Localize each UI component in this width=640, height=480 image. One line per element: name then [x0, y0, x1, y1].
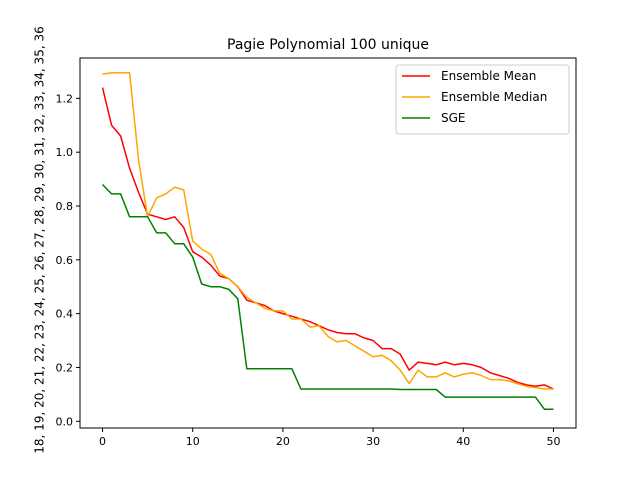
- x-tick-label: 30: [366, 435, 380, 448]
- plot-area: 0 10 20 30 40 50 0.0 0.2 0.4 0.6 0.8 1.0 1.2: [56, 72, 560, 448]
- y-tick-label: 1.2: [56, 92, 74, 105]
- legend-label: SGE: [441, 111, 466, 125]
- x-tick-label: 40: [456, 435, 470, 448]
- legend: Ensemble Mean Ensemble Median SGE: [395, 64, 570, 135]
- series-line-ensemble-median: [102, 72, 554, 390]
- x-tick-label: 50: [546, 435, 560, 448]
- y-tick-label: 0.6: [56, 254, 74, 267]
- y-tick-label: 0.0: [56, 415, 74, 428]
- y-axis-label: 18, 19, 20, 21, 22, 23, 24, 25, 26, 27, …: [33, 26, 47, 453]
- y-tick-label: 0.8: [56, 200, 74, 213]
- x-tick-label: 20: [276, 435, 290, 448]
- y-tick-label: 0.4: [56, 308, 74, 321]
- y-tick-label: 0.2: [56, 361, 74, 374]
- y-tick-label: 1.0: [56, 146, 74, 159]
- x-tick-label: 10: [186, 435, 200, 448]
- x-tick-label: 0: [99, 435, 106, 448]
- series-line-sge: [101, 183, 554, 410]
- series-line-ensemble-mean: [101, 87, 554, 390]
- legend-label: Ensemble Mean: [441, 69, 536, 83]
- legend-label: Ensemble Median: [441, 90, 547, 104]
- chart-title: Pagie Polynomial 100 unique: [227, 37, 429, 53]
- axes-frame: [79, 57, 577, 429]
- legend-box: [395, 64, 570, 135]
